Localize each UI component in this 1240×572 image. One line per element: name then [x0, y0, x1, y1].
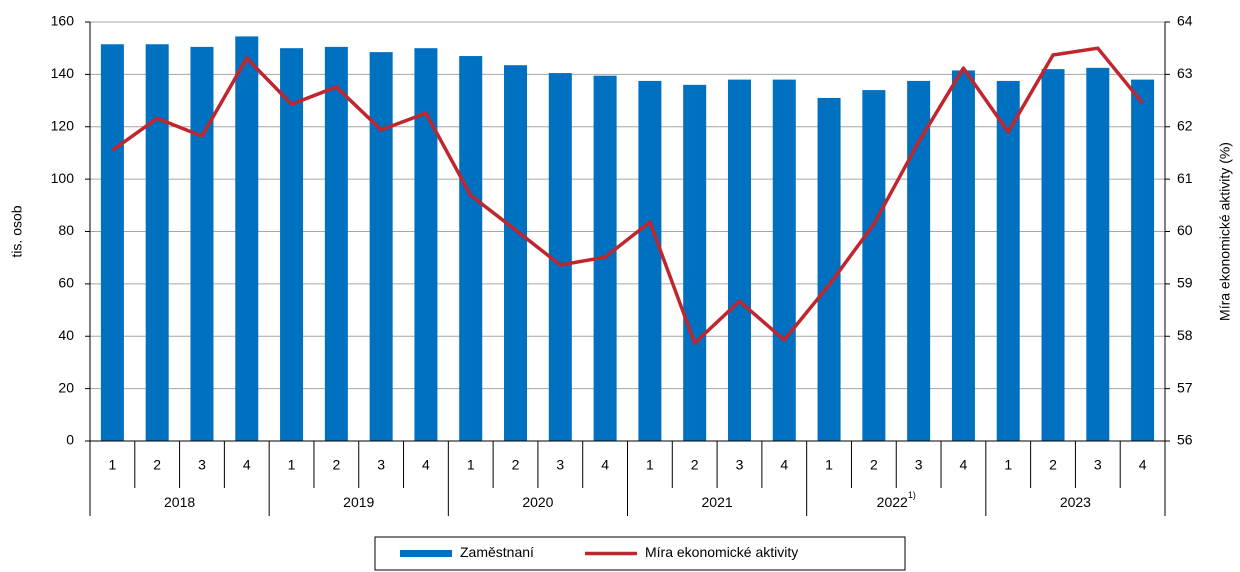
- group-label: 2021: [702, 494, 733, 510]
- x-tick-label: 1: [1004, 457, 1012, 473]
- bar: [862, 90, 886, 442]
- x-tick-label: 4: [960, 457, 968, 473]
- x-tick-label: 4: [243, 457, 251, 473]
- bar: [280, 48, 304, 441]
- y-tick-label: 160: [51, 13, 75, 29]
- x-tick-label: 2: [691, 457, 699, 473]
- group-name: 2021: [702, 494, 733, 510]
- x-tick-label: 1: [825, 457, 833, 473]
- y-tick-label: 80: [58, 222, 74, 238]
- x-tick-label: 4: [1139, 457, 1147, 473]
- y-tick-label: 20: [58, 379, 74, 395]
- group-name: 2019: [343, 494, 374, 510]
- x-tick-label: 3: [377, 457, 385, 473]
- y-tick-label: 0: [66, 432, 74, 448]
- bar: [951, 70, 975, 442]
- y2-tick-label: 57: [1177, 379, 1193, 395]
- bar: [145, 44, 169, 442]
- bar: [235, 36, 259, 441]
- group-name: 2022: [877, 494, 908, 510]
- y2-tick-label: 60: [1177, 222, 1193, 238]
- x-tick-label: 4: [780, 457, 788, 473]
- bar: [459, 56, 483, 441]
- group-label: 2020: [522, 494, 553, 510]
- group-label: 2023: [1060, 494, 1091, 510]
- bar: [683, 84, 707, 441]
- group-note: 1): [908, 490, 916, 500]
- bar: [907, 80, 931, 441]
- line: [111, 46, 1144, 345]
- bar: [638, 80, 662, 441]
- x-tick-label: 3: [736, 457, 744, 473]
- x-tick-label: 2: [512, 457, 520, 473]
- x-tick-label: 1: [467, 457, 475, 473]
- x-tick-label: 2: [153, 457, 161, 473]
- x-tick-label: 4: [422, 457, 430, 473]
- x-tick-label: 2: [1049, 457, 1057, 473]
- bar: [100, 44, 124, 442]
- group-name: 2023: [1060, 494, 1091, 510]
- bar: [1041, 69, 1065, 441]
- bar: [369, 52, 393, 441]
- x-tick-label: 1: [288, 457, 296, 473]
- x-tick-label: 1: [646, 457, 654, 473]
- y2-tick-label: 61: [1177, 170, 1193, 186]
- x-tick-label: 3: [198, 457, 206, 473]
- group-name: 2020: [522, 494, 553, 510]
- bar: [772, 79, 796, 442]
- y2-tick-label: 56: [1177, 432, 1193, 448]
- legend-box: [374, 536, 906, 571]
- y-tick-label: 100: [51, 170, 75, 186]
- legend-label: Míra ekonomické aktivity: [645, 544, 798, 560]
- y-tick-label: 120: [51, 117, 75, 133]
- bar: [996, 80, 1020, 441]
- x-tick-label: 3: [1094, 457, 1102, 473]
- bar: [414, 48, 438, 441]
- bar: [727, 79, 751, 442]
- group-label: 2018: [164, 494, 195, 510]
- bar: [1131, 79, 1155, 442]
- x-tick-label: 1: [108, 457, 116, 473]
- x-tick-label: 2: [332, 457, 340, 473]
- x-tick-label: 2: [870, 457, 878, 473]
- bar: [504, 65, 528, 441]
- y-tick-label: 140: [51, 65, 75, 81]
- bar: [324, 46, 348, 442]
- y2-tick-label: 58: [1177, 327, 1193, 343]
- legend-swatch: [400, 550, 452, 557]
- bar: [548, 73, 572, 442]
- bar: [190, 46, 214, 442]
- y2-tick-label: 59: [1177, 275, 1193, 291]
- group-label: 20221): [877, 490, 916, 509]
- x-tick-label: 3: [556, 457, 564, 473]
- bar: [1086, 67, 1110, 441]
- y2-tick-label: 63: [1177, 65, 1193, 81]
- y-tick-label: 60: [58, 275, 74, 291]
- y2-axis-label: Míra ekonomické aktivity (%): [1217, 142, 1233, 321]
- legend-label: Zaměstnaní: [460, 544, 534, 560]
- bar: [817, 97, 841, 441]
- group-name: 2018: [164, 494, 195, 510]
- y2-tick-label: 64: [1177, 13, 1193, 29]
- y-tick-label: 40: [58, 327, 74, 343]
- x-tick-label: 4: [601, 457, 609, 473]
- x-tick-label: 3: [915, 457, 923, 473]
- y-axis-label: tis. osob: [9, 205, 25, 257]
- group-label: 2019: [343, 494, 374, 510]
- y2-tick-label: 62: [1177, 117, 1193, 133]
